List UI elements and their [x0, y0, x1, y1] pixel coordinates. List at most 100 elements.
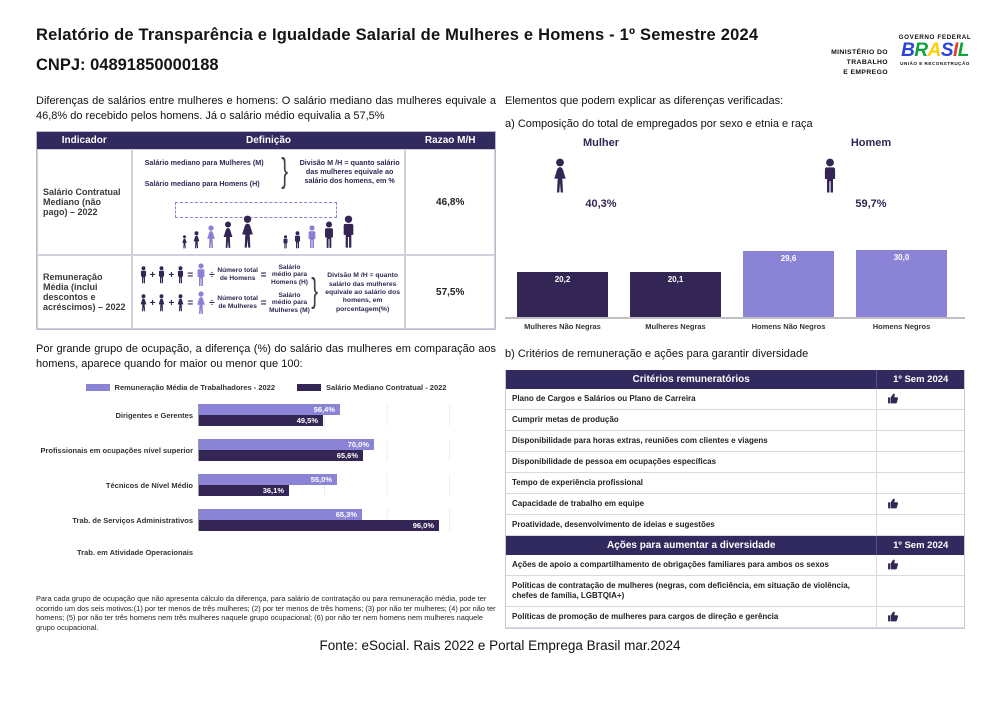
criteria-status-cell	[876, 388, 964, 409]
thumbs-up-icon	[887, 558, 900, 571]
population-figures	[141, 214, 397, 250]
legend-item-remuneracao: Remuneração Média de Trabalhadores - 202…	[85, 383, 276, 393]
thumbs-up-icon	[887, 497, 900, 510]
bar-value-label: 70,0%	[347, 440, 369, 450]
plus-operator: +	[168, 297, 175, 309]
legend-item-mediano: Salário Mediano Contratual - 2022	[297, 383, 446, 392]
homem-percentage: 59,7%	[855, 198, 887, 211]
bar-value-label: 56,4%	[313, 405, 335, 415]
brasil-letter: L	[957, 40, 970, 61]
woman-icon-highlighted	[195, 290, 207, 316]
criteria-status-cell	[876, 472, 964, 493]
elements-heading: Elementos que podem explicar as diferenç…	[505, 95, 784, 107]
brasil-letter: I	[953, 40, 958, 61]
composition-bar: 20,2	[517, 272, 608, 318]
left-column: Diferenças de salários entre mulheres e …	[36, 94, 496, 633]
composition-bar: 20,1	[630, 272, 721, 318]
criteria-row: Ações de apoio a compartilhamento de obr…	[506, 554, 964, 576]
brasil-letter: S	[940, 40, 954, 61]
ministry-line-1: MINISTÉRIO DO	[831, 49, 888, 56]
subsection-a-title: a) Composição do total de empregados por…	[505, 117, 813, 130]
intro-paragraph: Diferenças de salários entre mulheres e …	[36, 95, 496, 122]
criteria-label: Plano de Cargos e Salários ou Plano de C…	[512, 393, 696, 403]
legend-label: Salário Mediano Contratual - 2022	[326, 383, 447, 393]
criteria-row: Proatividade, desenvolvimento de ideias …	[506, 514, 964, 536]
occupation-bar: 96,0%	[199, 520, 439, 532]
criteria-row: Tempo de experiência profissional	[506, 472, 964, 494]
occupation-row: Trab. de Serviços Administrativos 65,3% 96…	[36, 509, 496, 532]
plus-operator: +	[149, 269, 156, 281]
bar-category-label: Homens Não Negros	[751, 322, 826, 332]
composition-cats: Mulheres Não Negras Mulheres Negras Homens…	[505, 322, 965, 331]
occupation-bars: 65,3% 96,0%	[198, 509, 478, 532]
subsection-b-title: b) Critérios de remuneração e ações para…	[505, 348, 809, 361]
divide-operator: ÷	[209, 269, 215, 281]
mean-formula-homens: + + = ÷ Número total de Homens = Salário…	[139, 262, 311, 288]
thumbs-up-icon	[887, 392, 900, 405]
occupation-bar: 49,5%	[199, 415, 323, 427]
chart-legend: Remuneração Média de Trabalhadores - 202…	[36, 383, 496, 392]
mulher-block: Mulher 40,3%	[551, 137, 651, 210]
man-icon	[282, 234, 289, 250]
indicator-table-header: Indicador Definição Razao M/H	[37, 132, 495, 150]
bar-value-label: 30,0	[893, 253, 910, 263]
ministry-line-2: TRABALHO	[846, 59, 888, 67]
occupation-label: Dirigentes e Gerentes	[115, 410, 193, 420]
equals-operator: =	[187, 297, 194, 309]
criteria-row: Disponibilidade para horas extras, reuni…	[506, 430, 964, 452]
homem-block: Homem 59,7%	[821, 137, 921, 210]
criteria-status-cell	[876, 409, 964, 430]
brasil-letter: R	[914, 40, 928, 61]
criteria-table-header: Critérios remuneratórios 1º Sem 2024	[506, 369, 964, 389]
gender-composition: Mulher 40,3% Homem 59,7%	[505, 131, 965, 243]
criteria-status-cell	[876, 493, 964, 514]
table-row-remuneracao-media: Remuneração Média (inclui descontos e ac…	[37, 255, 495, 330]
governo-federal-logo: GOVERNO FEDERAL BRASIL UNIÃO E RECONSTRU…	[896, 34, 974, 66]
occupation-row: Trab. em Atividade Operacionais	[36, 544, 496, 560]
cnpj-number: CNPJ: 04891850000188	[36, 56, 219, 74]
source-line: Fonte: eSocial. Rais 2022 e Portal Empre…	[319, 638, 681, 653]
criteria-status-cell	[876, 554, 964, 575]
criteria-status-cell	[876, 514, 964, 535]
man-icon	[176, 265, 185, 285]
man-icon-highlighted	[195, 262, 207, 288]
header-period: 1º Sem 2024	[876, 535, 964, 555]
composition-bar-chart: 20,2 20,1 29,6 30,0 Mulheres Não Negras Mulh…	[505, 247, 965, 331]
indicator-name: Salário Contratual Mediano (não pago) – …	[37, 149, 132, 256]
table-row-salario-mediano: Salário Contratual Mediano (não pago) – …	[37, 149, 495, 256]
occupation-label: Técnicos de Nível Médio	[105, 480, 193, 490]
bar-category-label: Homens Negros	[872, 322, 931, 332]
occupation-bars: 56,4% 49,5%	[198, 404, 478, 427]
criteria-label: Proatividade, desenvolvimento de ideias …	[512, 519, 715, 529]
criteria-status-cell	[876, 451, 964, 472]
man-icon	[293, 230, 302, 250]
legend-label: Remuneração Média de Trabalhadores - 202…	[114, 383, 276, 393]
composition-bars: 20,2 20,1 29,6 30,0	[505, 247, 965, 320]
header-acoes: Ações para aumentar a diversidade	[606, 539, 776, 551]
legend-swatch-dark	[297, 384, 322, 392]
woman-icon	[181, 234, 188, 250]
woman-icon	[157, 293, 166, 313]
divide-operator: ÷	[209, 297, 215, 309]
def-line-homens: Salário mediano para Homens (H)	[144, 179, 260, 189]
occupation-intro-paragraph: Por grande grupo de ocupação, a diferenç…	[36, 343, 496, 370]
mulher-percentage: 40,3%	[585, 198, 617, 211]
criteria-row: Capacidade de trabalho em equipe	[506, 493, 964, 515]
mulher-label: Mulher	[582, 137, 620, 150]
criteria-label: Cumprir metas de produção	[512, 414, 619, 424]
woman-icon	[176, 293, 185, 313]
composition-bar: 29,6	[743, 251, 834, 318]
bar-value-label: 65,6%	[336, 451, 358, 461]
man-icon	[340, 214, 357, 250]
man-icon	[139, 265, 148, 285]
definition-note: Divisão M /H = quanto salário das mulher…	[299, 158, 400, 186]
occupation-bar: 65,6%	[199, 450, 363, 462]
criteria-label: Disponibilidade de pessoa em ocupações e…	[512, 456, 717, 466]
criteria-row: Cumprir metas de produção	[506, 409, 964, 431]
median-highlight-box	[174, 202, 337, 219]
total-mulheres-text: Número total de Mulheres	[217, 295, 258, 311]
bar-value-label: 65,3%	[335, 510, 357, 520]
criteria-row: Políticas de promoção de mulheres para c…	[506, 606, 964, 628]
woman-icon	[239, 214, 256, 250]
criteria-label: Políticas de promoção de mulheres para c…	[512, 611, 779, 621]
